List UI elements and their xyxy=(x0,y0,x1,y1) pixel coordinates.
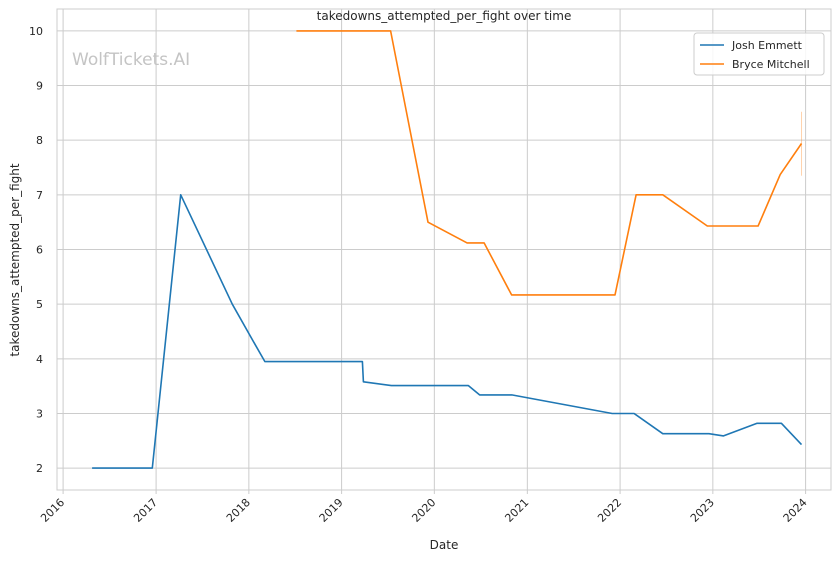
x-tick-label: 2019 xyxy=(317,496,346,525)
chart-title: takedowns_attempted_per_fight over time xyxy=(317,9,572,23)
legend: Josh Emmett Bryce Mitchell xyxy=(693,32,825,76)
legend-label-josh-emmett: Josh Emmett xyxy=(731,39,803,52)
axis-ticks: 2016 2017 2018 2019 2020 2021 2022 2023 2024 2 3 4 5… xyxy=(29,25,810,525)
x-axis-label: Date xyxy=(430,538,459,552)
x-tick-label: 2022 xyxy=(595,496,624,525)
grid xyxy=(57,9,831,490)
watermark-text: WolfTickets.AI xyxy=(72,50,190,70)
series-line-josh-emmett xyxy=(92,194,803,469)
y-tick-label: 10 xyxy=(29,25,43,38)
x-tick-label: 2023 xyxy=(688,496,717,525)
series-lines xyxy=(92,30,803,469)
legend-box xyxy=(693,32,825,76)
y-tick-label: 4 xyxy=(36,353,43,366)
x-tick-label: 2018 xyxy=(224,496,253,525)
y-tick-label: 3 xyxy=(36,407,43,420)
y-tick-label: 2 xyxy=(36,462,43,475)
plot-frame xyxy=(56,8,832,491)
x-tick-label: 2017 xyxy=(131,496,160,525)
legend-label-bryce-mitchell: Bryce Mitchell xyxy=(732,58,810,71)
series-line-bryce-mitchell xyxy=(296,30,803,296)
y-axis-label: takedowns_attempted_per_fight xyxy=(8,163,22,356)
x-tick-label: 2024 xyxy=(781,496,810,525)
y-tick-label: 7 xyxy=(36,189,43,202)
y-tick-label: 8 xyxy=(36,134,43,147)
y-tick-label: 6 xyxy=(36,244,43,257)
y-tick-label: 9 xyxy=(36,80,43,93)
x-tick-label: 2021 xyxy=(502,496,531,525)
x-tick-label: 2020 xyxy=(409,496,438,525)
x-tick-label: 2016 xyxy=(38,496,67,525)
y-tick-label: 5 xyxy=(36,298,43,311)
